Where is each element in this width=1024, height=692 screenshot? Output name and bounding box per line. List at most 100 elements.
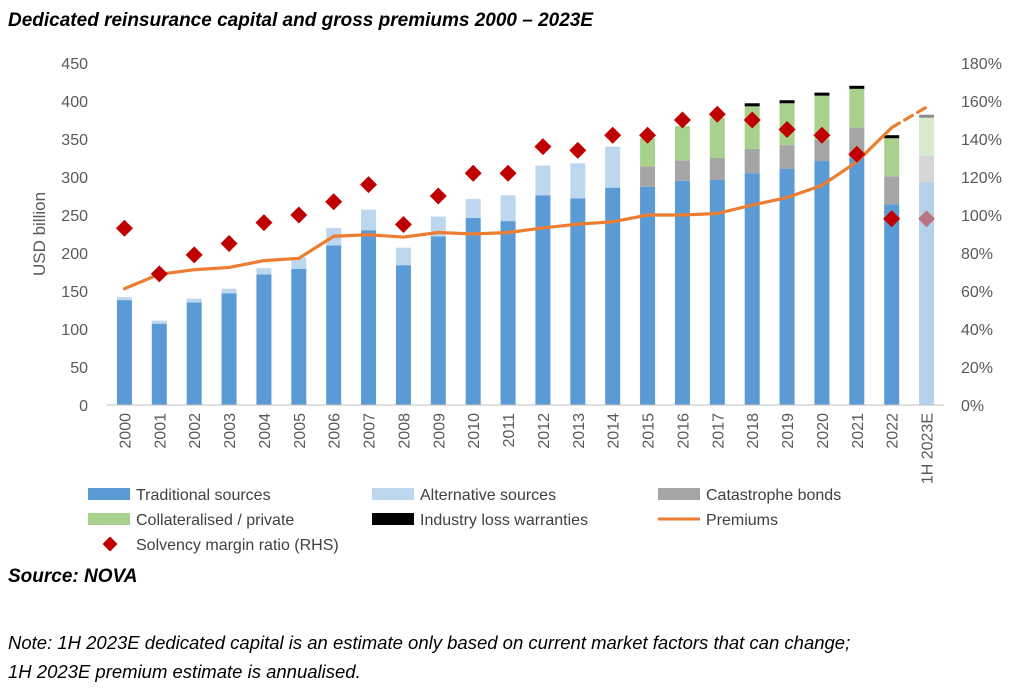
bar-segment-alternative <box>221 288 237 294</box>
solvency-marker <box>290 206 308 224</box>
bar-segment-ilw <box>884 135 900 139</box>
bar-segment-traditional <box>779 168 795 405</box>
x-tick-label: 2004 <box>257 413 274 449</box>
x-tick-label: 2018 <box>745 413 762 449</box>
bar-segment-traditional <box>116 300 132 405</box>
bar-segment-traditional <box>814 161 830 405</box>
solvency-marker <box>918 210 936 228</box>
bar-segment-traditional <box>465 218 481 405</box>
solvency-marker <box>883 210 901 228</box>
x-tick-label: 2000 <box>117 413 134 449</box>
bar-segment-catbonds <box>814 139 830 162</box>
bar-segment-collateralised <box>709 117 725 158</box>
legend: Traditional sources Alternative sources Ca… <box>88 487 841 554</box>
y-tick-label: 350 <box>61 132 88 149</box>
y-tick-label: 300 <box>61 170 88 187</box>
premium-line <box>122 105 929 291</box>
legend-label: Solvency margin ratio (RHS) <box>136 537 339 554</box>
bar-segment-traditional <box>500 221 516 405</box>
bar-segment-collateralised <box>814 95 830 140</box>
x-tick-label: 2016 <box>675 413 692 449</box>
y2-tick-label: 0% <box>961 398 984 415</box>
bar-segment-alternative <box>291 257 307 269</box>
bar-segment-traditional <box>291 268 307 405</box>
bar-segment-collateralised <box>640 138 656 167</box>
x-tick-label: 2003 <box>222 413 239 449</box>
x-tick-label: 2002 <box>187 413 204 449</box>
solvency-marker <box>115 219 133 237</box>
x-tick-label: 2022 <box>885 413 902 449</box>
bar-segment-alternative <box>186 298 202 303</box>
bar-segment-traditional <box>395 265 411 405</box>
solvency-marker <box>150 265 168 283</box>
bar-segment-alternative <box>570 163 586 199</box>
x-tick-label: 2009 <box>431 413 448 449</box>
bar-segment-traditional <box>186 302 202 405</box>
bar-segment-alternative <box>500 195 516 222</box>
y-tick-label: 250 <box>61 208 88 225</box>
y-axis-label: USD billion <box>30 192 49 276</box>
solvency-marker <box>743 111 761 129</box>
x-tick-label: 2010 <box>466 413 483 449</box>
y2-tick-label: 160% <box>961 94 1002 111</box>
solvency-markers <box>115 105 936 283</box>
bar-segment-traditional <box>640 186 656 405</box>
solvency-marker <box>673 111 691 129</box>
bar-segment-ilw <box>919 114 935 118</box>
solvency-marker <box>639 126 657 144</box>
chart-canvas: 0 50 100 150 200 250 300 350 400 450 0% 20% 40% 60% 80… <box>30 56 1002 554</box>
bar-segment-collateralised <box>674 126 690 161</box>
legend-label: Traditional sources <box>136 487 271 504</box>
x-tick-label: 2011 <box>501 413 518 448</box>
bar-segment-ilw <box>744 103 760 107</box>
bar-segment-catbonds <box>674 160 690 181</box>
bar-segment-traditional <box>884 204 900 405</box>
solvency-marker <box>534 138 552 156</box>
legend-label: Alternative sources <box>420 487 556 504</box>
legend-swatch-solvency <box>102 536 118 552</box>
bar-segment-catbonds <box>640 166 656 187</box>
solvency-marker <box>708 105 726 123</box>
solvency-marker <box>778 121 796 138</box>
solvency-marker <box>464 164 482 182</box>
y2-tick-label: 100% <box>961 208 1002 225</box>
x-tick-label: 2014 <box>606 413 623 449</box>
bar-segment-traditional <box>849 158 865 405</box>
bar-segment-traditional <box>535 195 551 405</box>
bar-segment-traditional <box>674 180 690 405</box>
legend-label: Premiums <box>706 512 778 529</box>
solvency-marker <box>848 145 866 163</box>
y-tick-label: 450 <box>61 56 88 73</box>
bar-segment-collateralised <box>919 117 935 156</box>
bar-segment-traditional <box>151 323 167 405</box>
y-tick-label: 0 <box>79 398 88 415</box>
bar-segment-collateralised <box>884 138 900 177</box>
bar-segment-alternative <box>395 247 411 266</box>
y2-tick-label: 80% <box>961 246 993 263</box>
x-tick-label: 2006 <box>327 413 344 449</box>
x-tick-label: 2005 <box>292 413 309 449</box>
bar-segment-alternative <box>465 199 481 219</box>
bar-segment-alternative <box>151 320 167 324</box>
bar-segment-alternative <box>605 146 621 188</box>
bar-segment-catbonds <box>709 158 725 181</box>
premiums-line <box>122 125 894 291</box>
y-tick-label: 50 <box>70 360 88 377</box>
bar-segment-collateralised <box>849 88 865 128</box>
bar-stacks <box>116 85 935 405</box>
legend-label: Catastrophe bonds <box>706 487 841 504</box>
legend-swatch-ilw <box>372 513 414 525</box>
bar-segment-alternative <box>361 209 377 231</box>
bar-segment-ilw <box>814 92 830 96</box>
bar-segment-alternative <box>256 268 272 275</box>
solvency-marker <box>499 164 517 182</box>
solvency-marker <box>429 187 447 205</box>
bar-segment-traditional <box>919 182 935 405</box>
bar-segment-alternative <box>535 165 551 196</box>
x-tick-label: 2021 <box>850 413 867 449</box>
x-tick-label: 1H 2023E <box>920 413 937 484</box>
bar-segment-traditional <box>709 180 725 405</box>
y2-tick-label: 60% <box>961 284 993 301</box>
bar-segment-alternative <box>116 297 132 301</box>
bar-segment-traditional <box>570 198 586 405</box>
